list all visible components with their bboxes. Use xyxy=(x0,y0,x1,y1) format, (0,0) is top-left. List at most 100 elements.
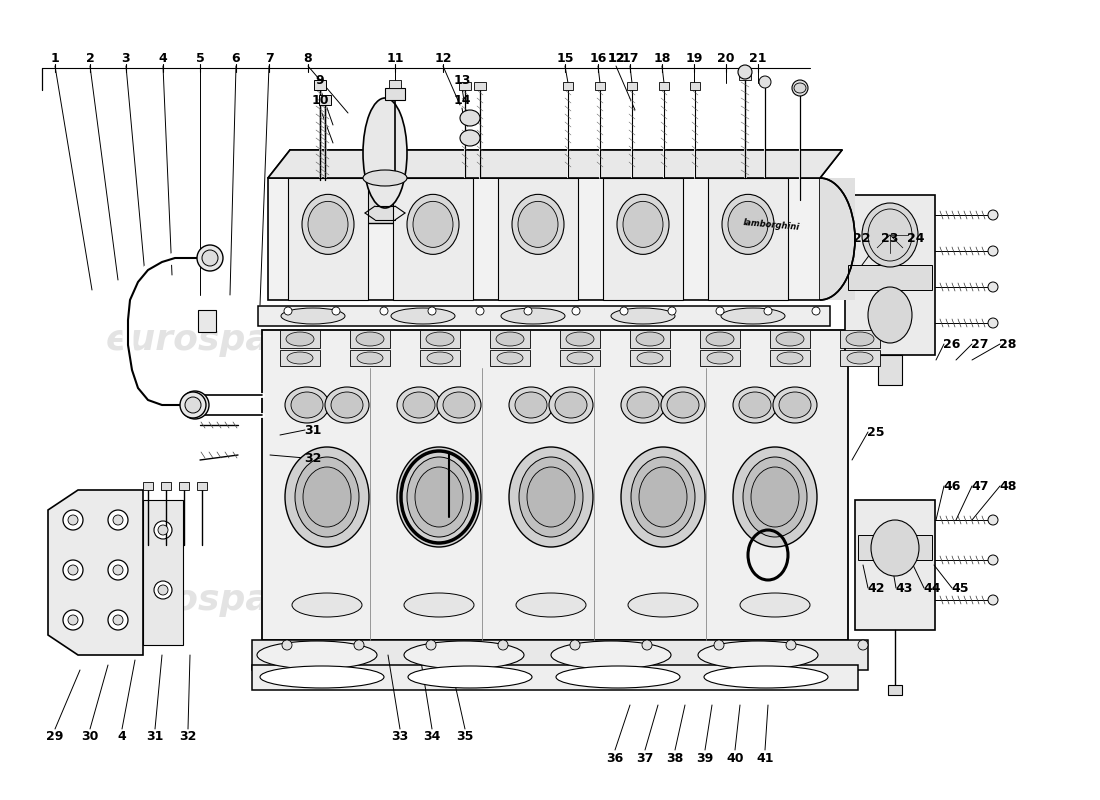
Text: 46: 46 xyxy=(944,479,960,493)
Bar xyxy=(268,178,820,300)
Ellipse shape xyxy=(628,593,698,617)
Circle shape xyxy=(988,595,998,605)
Circle shape xyxy=(570,640,580,650)
Ellipse shape xyxy=(556,392,587,418)
Ellipse shape xyxy=(412,202,453,247)
Text: 34: 34 xyxy=(424,730,441,743)
Ellipse shape xyxy=(794,83,806,93)
Ellipse shape xyxy=(182,391,209,419)
Bar xyxy=(630,350,670,366)
Text: 28: 28 xyxy=(999,338,1016,350)
Ellipse shape xyxy=(260,666,384,688)
Ellipse shape xyxy=(287,352,314,364)
Bar xyxy=(280,350,320,366)
Ellipse shape xyxy=(397,387,441,423)
Ellipse shape xyxy=(500,308,565,324)
Bar xyxy=(143,482,153,490)
Ellipse shape xyxy=(621,387,665,423)
Ellipse shape xyxy=(707,352,733,364)
Ellipse shape xyxy=(720,308,785,324)
Ellipse shape xyxy=(497,352,522,364)
Bar xyxy=(314,80,326,90)
Text: 17: 17 xyxy=(621,51,639,65)
Text: 45: 45 xyxy=(952,582,969,594)
Bar xyxy=(739,72,751,80)
Text: 43: 43 xyxy=(895,582,913,594)
Circle shape xyxy=(714,640,724,650)
Text: eurospares: eurospares xyxy=(106,583,334,617)
Ellipse shape xyxy=(286,332,313,346)
Bar xyxy=(365,178,405,223)
Text: 15: 15 xyxy=(557,51,574,65)
Ellipse shape xyxy=(285,387,329,423)
Bar xyxy=(848,265,932,290)
Text: 24: 24 xyxy=(908,231,925,245)
Ellipse shape xyxy=(407,194,459,254)
Text: 47: 47 xyxy=(971,479,989,493)
Ellipse shape xyxy=(363,98,407,208)
Circle shape xyxy=(642,640,652,650)
Ellipse shape xyxy=(403,392,434,418)
Circle shape xyxy=(108,610,128,630)
Bar xyxy=(888,685,902,695)
Bar xyxy=(878,355,902,385)
Circle shape xyxy=(988,282,998,292)
Text: 12: 12 xyxy=(607,51,625,65)
Ellipse shape xyxy=(186,396,204,414)
Ellipse shape xyxy=(519,457,583,537)
Circle shape xyxy=(63,510,82,530)
Circle shape xyxy=(154,581,172,599)
Ellipse shape xyxy=(706,332,734,346)
Text: 32: 32 xyxy=(179,730,197,743)
Circle shape xyxy=(108,560,128,580)
Bar xyxy=(840,330,880,348)
Bar xyxy=(258,306,830,326)
Circle shape xyxy=(759,76,771,88)
Ellipse shape xyxy=(356,332,384,346)
Ellipse shape xyxy=(549,387,593,423)
Ellipse shape xyxy=(509,387,553,423)
Bar xyxy=(319,95,331,105)
Bar xyxy=(393,178,473,300)
Text: 5: 5 xyxy=(196,51,205,65)
Circle shape xyxy=(668,307,676,315)
Ellipse shape xyxy=(777,352,803,364)
Ellipse shape xyxy=(742,457,807,537)
Text: 30: 30 xyxy=(81,730,99,743)
Circle shape xyxy=(764,307,772,315)
Text: 25: 25 xyxy=(867,426,884,438)
Circle shape xyxy=(63,560,82,580)
Ellipse shape xyxy=(847,352,873,364)
Ellipse shape xyxy=(202,250,218,266)
Ellipse shape xyxy=(257,641,377,669)
Text: 39: 39 xyxy=(696,751,714,765)
Bar xyxy=(845,195,935,355)
Circle shape xyxy=(476,307,484,315)
Ellipse shape xyxy=(324,387,369,423)
Bar xyxy=(288,178,368,300)
Text: 29: 29 xyxy=(46,730,64,743)
Circle shape xyxy=(428,307,436,315)
Circle shape xyxy=(858,640,868,650)
Text: 10: 10 xyxy=(311,94,329,106)
Ellipse shape xyxy=(302,467,351,527)
Circle shape xyxy=(284,307,292,315)
Circle shape xyxy=(620,307,628,315)
Text: 26: 26 xyxy=(944,338,960,350)
Ellipse shape xyxy=(443,392,475,418)
Ellipse shape xyxy=(407,457,471,537)
Bar xyxy=(262,330,848,640)
Text: 9: 9 xyxy=(316,74,324,86)
Text: 31: 31 xyxy=(146,730,164,743)
Circle shape xyxy=(158,585,168,595)
Bar xyxy=(389,80,402,88)
Ellipse shape xyxy=(427,352,453,364)
Ellipse shape xyxy=(404,641,524,669)
Ellipse shape xyxy=(733,447,817,547)
Ellipse shape xyxy=(740,593,810,617)
Text: 19: 19 xyxy=(685,51,703,65)
Ellipse shape xyxy=(515,392,547,418)
Polygon shape xyxy=(143,500,183,645)
Ellipse shape xyxy=(868,287,912,343)
Text: 13: 13 xyxy=(453,74,471,86)
